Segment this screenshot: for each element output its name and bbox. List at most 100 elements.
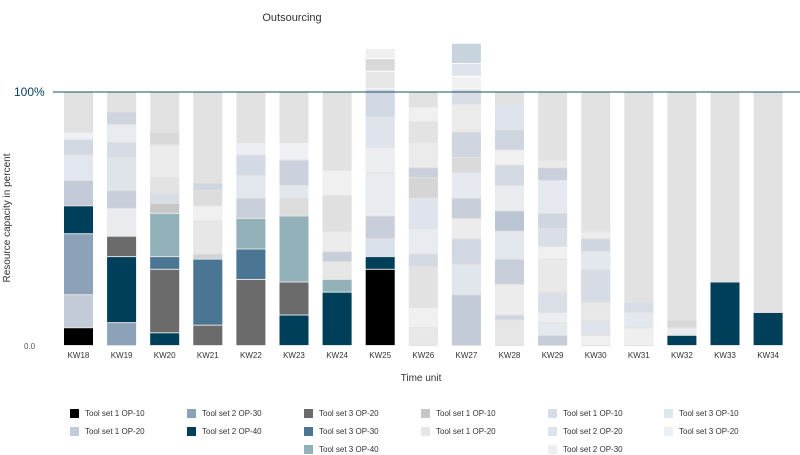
x-tick-label: KW20 — [154, 351, 176, 360]
bar-segment-planned — [538, 292, 568, 312]
bar-segment-planned — [279, 185, 309, 198]
bar-segment-planned — [581, 252, 611, 269]
bar-segment — [279, 216, 309, 282]
bar-segment-planned — [495, 211, 524, 231]
bar-segment-planned — [365, 239, 395, 257]
bar-segment-planned — [150, 193, 180, 203]
bar-segment-planned — [495, 165, 524, 185]
bar-segment-planned — [451, 198, 481, 218]
bar-segment — [365, 269, 395, 345]
bar-segment-planned — [236, 142, 266, 155]
bar-segment-planned — [495, 185, 524, 211]
x-axis-label: Time unit — [401, 373, 442, 384]
bar-segment-planned — [538, 168, 568, 180]
bar-segment-planned — [365, 117, 395, 147]
bar-segment — [322, 292, 352, 345]
bar-segment-planned — [538, 246, 568, 259]
x-tick-label: KW30 — [585, 351, 607, 360]
bar-segment-planned — [538, 323, 568, 335]
bar-segment-planned — [365, 89, 395, 117]
bar-segment-planned — [322, 170, 352, 196]
bar-segment-planned — [408, 198, 438, 229]
bar-segment-planned — [150, 203, 180, 213]
bar-segment-planned — [408, 267, 438, 307]
bar-segment-planned — [581, 231, 611, 239]
chart-title: Outsourcing — [262, 12, 321, 24]
bar-segment-planned — [538, 213, 568, 229]
x-tick-label: KW18 — [68, 351, 90, 360]
bar-segment-planned — [193, 191, 223, 206]
bar-segment — [667, 335, 697, 345]
bar-segment-planned — [408, 178, 438, 198]
bar-segment-planned — [538, 259, 568, 292]
bar-segment-planned — [451, 264, 481, 295]
x-tick-label: KW19 — [111, 351, 133, 360]
bar-segment — [107, 236, 137, 257]
bar-segment-planned — [279, 198, 309, 216]
bar-segment — [365, 257, 395, 269]
bar-segment-planned — [408, 328, 438, 345]
bar-segment-planned — [581, 320, 611, 335]
bar-segment-planned — [236, 198, 266, 218]
bar-segment-planned — [451, 173, 481, 198]
bar-segment — [193, 325, 223, 345]
bar-segment — [107, 257, 137, 323]
bar-segment — [150, 213, 180, 257]
x-tick-labels: KW18 KW19 KW20 KW21 KW22 KW23 KW24 KW25 KW26 KW27… — [68, 351, 780, 360]
bar-segment-planned — [279, 142, 309, 160]
x-tick-label: KW27 — [456, 351, 478, 360]
bar-segment — [193, 259, 223, 325]
bar-segment-planned — [538, 180, 568, 213]
bar-segment-planned — [408, 229, 438, 254]
bar-segment — [753, 312, 783, 345]
x-tick-label: KW21 — [197, 351, 219, 360]
bar-segment-planned — [365, 48, 395, 58]
bar-segment-planned — [495, 104, 524, 130]
bar-segment-planned — [408, 107, 438, 122]
bar-segment-planned — [451, 219, 481, 239]
bar-segment-planned — [538, 312, 568, 323]
bar-segment-planned — [451, 89, 481, 104]
bar-segment-planned — [365, 147, 395, 173]
bar-segment-planned — [538, 229, 568, 246]
bar-segment-planned — [107, 158, 137, 191]
bar-segment-planned — [150, 145, 180, 178]
x-tick-label: KW34 — [757, 351, 779, 360]
bar-segment — [150, 257, 180, 269]
x-tick-label: KW26 — [412, 351, 434, 360]
x-tick-label: KW28 — [499, 351, 521, 360]
bar-segment-planned — [322, 196, 352, 231]
bar-segment — [64, 234, 93, 295]
bar-segment-planned — [451, 64, 481, 76]
bars-group — [64, 43, 783, 346]
bar-segment-planned — [408, 122, 438, 142]
bar-segment-planned — [107, 208, 137, 236]
bar-segment — [236, 279, 266, 345]
bar-segment-planned — [236, 175, 266, 198]
bar-segment-planned — [107, 191, 137, 208]
bar-segment-planned — [451, 104, 481, 132]
bar-segment-planned — [495, 320, 524, 345]
bar-segment-planned — [495, 150, 524, 165]
bar-segment-planned — [624, 312, 654, 328]
bar-segment-planned — [193, 221, 223, 254]
bar-segment-planned — [408, 168, 438, 178]
bar-segment-planned — [581, 335, 611, 345]
x-tick-label: KW31 — [628, 351, 650, 360]
x-tick-label: KW32 — [671, 351, 693, 360]
bar-segment — [710, 282, 740, 345]
bar-segment — [64, 328, 93, 345]
bar-segment-planned — [581, 269, 611, 302]
bar-segment-planned — [64, 132, 93, 140]
bar-segment-planned — [667, 328, 697, 335]
x-tick-label: KW33 — [714, 351, 736, 360]
x-tick-label: KW25 — [369, 351, 391, 360]
bar-segment — [279, 282, 309, 315]
bar-segment-planned — [495, 315, 524, 320]
bar-segment — [322, 279, 352, 292]
bar-segment-planned — [279, 160, 309, 185]
x-tick-label: KW29 — [542, 351, 564, 360]
bar-segment-planned — [495, 259, 524, 285]
